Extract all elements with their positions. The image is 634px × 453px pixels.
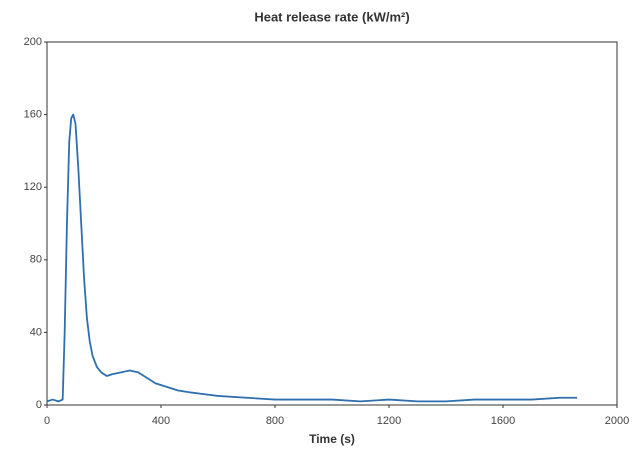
x-tick-label: 0 bbox=[44, 415, 50, 427]
x-tick-label: 1600 bbox=[491, 415, 515, 427]
y-tick-label: 40 bbox=[30, 326, 42, 338]
x-tick-label: 800 bbox=[266, 415, 284, 427]
x-tick-label: 1200 bbox=[377, 415, 401, 427]
plot-frame bbox=[46, 41, 618, 406]
x-tick-label: 2000 bbox=[605, 415, 629, 427]
y-tick-label: 0 bbox=[36, 399, 42, 411]
chart-title: Heat release rate (kW/m²) bbox=[254, 9, 409, 24]
y-tick-label: 160 bbox=[24, 109, 42, 121]
x-tick-label: 400 bbox=[152, 415, 170, 427]
y-tick-label: 120 bbox=[24, 181, 42, 193]
x-axis-label: Time (s) bbox=[309, 432, 355, 446]
data-line bbox=[46, 113, 578, 403]
y-tick-label: 200 bbox=[24, 36, 42, 48]
y-tick-label: 80 bbox=[30, 254, 42, 266]
